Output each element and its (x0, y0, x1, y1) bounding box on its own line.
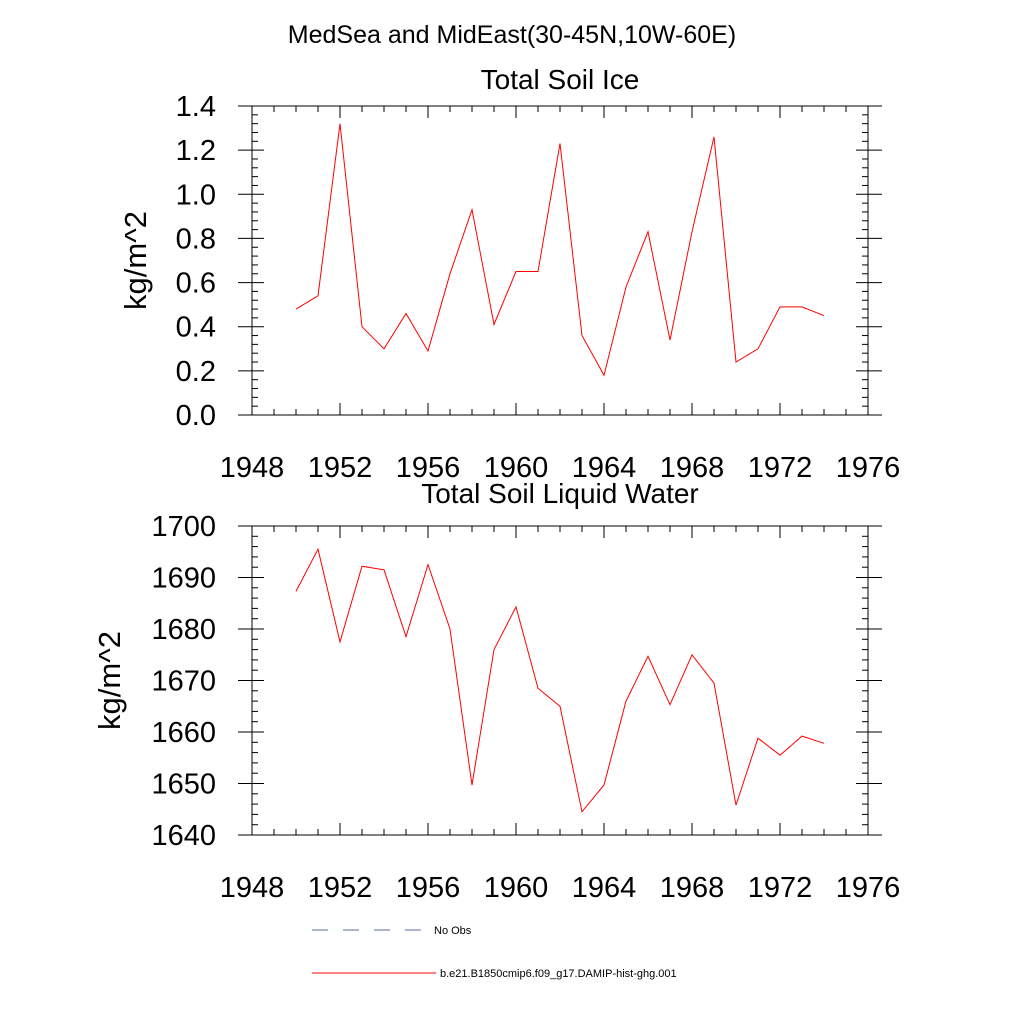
x-tick-label: 1968 (660, 872, 725, 904)
x-tick-label: 1952 (308, 872, 373, 904)
legend-label: No Obs (434, 925, 472, 937)
y-tick-label: 1650 (151, 769, 216, 801)
y-tick-label: 1660 (151, 717, 216, 749)
panel-title: Total Soil Liquid Water (421, 478, 699, 509)
x-tick-label: 1960 (484, 452, 549, 484)
y-axis-label: kg/m^2 (118, 211, 153, 310)
y-tick-label: 0.8 (176, 223, 216, 255)
legend: No Obs b.e21.B1850cmip6.f09_g17.DAMIP-his… (312, 925, 677, 980)
x-tick-label: 1964 (572, 872, 637, 904)
plot-frame (251, 525, 869, 836)
x-tick-label: 1972 (748, 872, 813, 904)
series-line (295, 547, 825, 813)
y-tick-label: 0.0 (176, 400, 216, 432)
y-tick-label: 1640 (151, 820, 216, 852)
x-tick-label: 1960 (484, 872, 549, 904)
y-tick-label: 1680 (151, 614, 216, 646)
y-tick-label: 1.4 (176, 91, 216, 123)
x-tick-label: 1976 (836, 872, 901, 904)
x-tick-label: 1948 (220, 872, 285, 904)
y-tick-label: 0.6 (176, 268, 216, 300)
x-tick-label: 1952 (308, 452, 373, 484)
chart-panels: Total Soil Ice kg/m^2 1948 1952 1956 1960 1964… (92, 64, 900, 904)
y-tick-label: 1700 (151, 511, 216, 543)
series-line (295, 123, 825, 377)
x-tick-label: 1948 (220, 452, 285, 484)
x-tick-label: 1956 (396, 452, 461, 484)
x-tick-label: 1968 (660, 452, 725, 484)
x-tick-label: 1956 (396, 872, 461, 904)
panel-title: Total Soil Ice (481, 64, 640, 95)
y-tick-label: 1670 (151, 666, 216, 698)
x-tick-label: 1972 (748, 452, 813, 484)
y-tick-label: 0.2 (176, 356, 216, 388)
chart-panel: Total Soil Liquid Water kg/m^2 1948 1952 195… (92, 478, 900, 904)
x-tick-label: 1964 (572, 452, 637, 484)
figure-title: MedSea and MidEast(30-45N,10W-60E) (288, 21, 736, 49)
y-tick-label: 0.4 (176, 312, 216, 344)
y-tick-label: 1.2 (176, 135, 216, 167)
chart-panel: Total Soil Ice kg/m^2 1948 1952 1956 1960 1964… (118, 64, 900, 484)
y-tick-label: 1.0 (176, 179, 216, 211)
y-tick-label: 1690 (151, 563, 216, 595)
y-axis-label: kg/m^2 (92, 631, 127, 730)
legend-label: b.e21.B1850cmip6.f09_g17.DAMIP-hist-ghg.… (440, 968, 677, 980)
plot-frame (251, 105, 869, 416)
x-tick-label: 1976 (836, 452, 901, 484)
